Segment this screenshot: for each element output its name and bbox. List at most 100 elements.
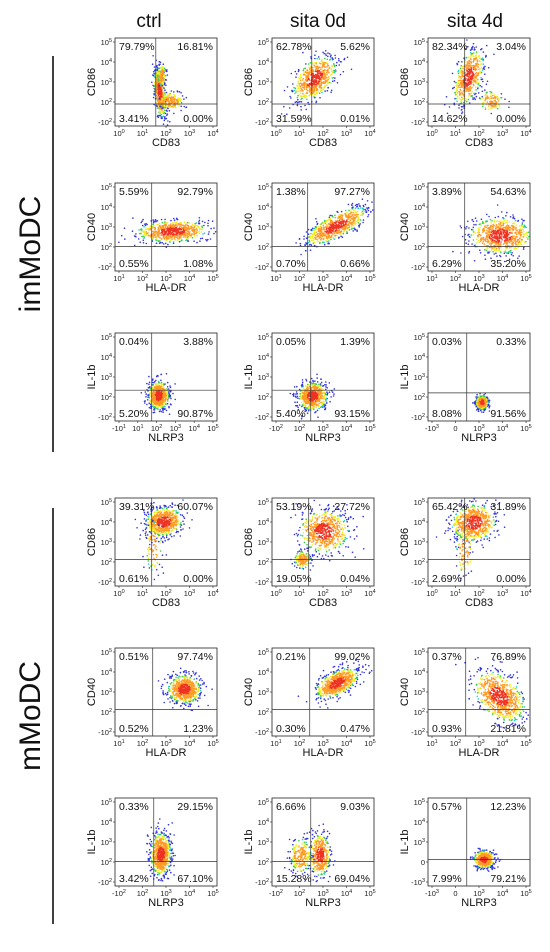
event-point — [496, 220, 498, 223]
event-point — [303, 96, 306, 98]
event-point — [325, 54, 328, 57]
event-point — [482, 228, 485, 230]
event-point — [157, 106, 159, 109]
event-point — [300, 253, 302, 256]
event-point — [315, 50, 317, 53]
event-point — [148, 402, 150, 405]
event-point — [305, 80, 308, 83]
event-point — [148, 375, 150, 378]
quadrant-value-upper-left: 3.89% — [432, 186, 462, 198]
event-point — [180, 239, 183, 242]
event-point — [475, 64, 478, 67]
x-tick-label: 101 — [137, 129, 148, 138]
event-point — [140, 221, 142, 224]
event-point — [519, 241, 522, 243]
y-tick-label: 103 — [414, 78, 425, 87]
event-point — [480, 237, 483, 240]
event-point — [186, 228, 189, 230]
event-point — [345, 216, 347, 218]
event-point — [320, 59, 323, 62]
event-point — [473, 223, 475, 226]
event-point — [174, 398, 176, 401]
event-point — [177, 229, 179, 232]
event-point — [353, 222, 355, 224]
event-point — [458, 107, 460, 109]
event-point — [318, 232, 320, 235]
event-point — [484, 99, 486, 102]
event-point — [313, 238, 316, 241]
x-tick-label: 101 — [294, 129, 305, 138]
event-point — [167, 243, 169, 246]
event-point — [472, 97, 474, 99]
event-point — [300, 101, 303, 103]
event-point — [339, 231, 341, 234]
event-point — [495, 227, 497, 230]
event-point — [478, 59, 481, 62]
event-point — [473, 67, 475, 70]
event-point — [496, 95, 499, 98]
event-point — [470, 71, 472, 73]
event-point — [468, 227, 470, 229]
event-point — [323, 241, 325, 244]
event-point — [171, 229, 174, 232]
x-tick-label: 102 — [160, 129, 171, 138]
event-point — [300, 87, 302, 90]
event-point — [477, 239, 480, 242]
event-point — [371, 201, 373, 203]
event-point — [320, 227, 323, 229]
event-point — [485, 83, 488, 85]
event-point — [496, 255, 498, 257]
event-point — [149, 386, 151, 388]
x-tick-label: 105 — [364, 274, 375, 283]
event-point — [164, 70, 166, 72]
event-point — [304, 81, 306, 84]
event-point — [167, 228, 169, 231]
event-point — [194, 228, 197, 231]
event-point — [169, 121, 171, 123]
event-point — [158, 73, 161, 75]
event-point — [347, 203, 350, 206]
event-point — [477, 83, 480, 85]
event-point — [162, 101, 164, 103]
event-point — [475, 220, 478, 222]
event-point — [317, 81, 320, 84]
event-point — [512, 237, 514, 240]
event-point — [142, 239, 145, 242]
event-point — [355, 215, 358, 218]
event-point — [310, 243, 312, 246]
event-point — [168, 101, 171, 104]
event-point — [352, 209, 355, 211]
event-point — [161, 97, 164, 100]
event-point — [190, 225, 192, 228]
event-point — [166, 402, 169, 405]
y-tick-label: 103 — [258, 223, 269, 232]
event-point — [166, 69, 168, 71]
event-point — [328, 67, 331, 70]
event-point — [148, 383, 150, 386]
event-point — [346, 220, 348, 223]
event-point — [506, 221, 509, 224]
event-point — [492, 97, 495, 99]
event-point — [306, 74, 309, 77]
x-tick-label: 103 — [184, 129, 195, 138]
event-point — [308, 239, 311, 242]
event-point — [164, 401, 167, 403]
event-point — [511, 232, 513, 235]
event-point — [462, 93, 465, 96]
event-point — [170, 90, 173, 92]
event-point — [147, 387, 150, 389]
event-point — [357, 207, 360, 209]
event-point — [140, 392, 143, 394]
event-point — [160, 70, 163, 72]
event-point — [515, 224, 517, 226]
event-point — [483, 66, 485, 68]
event-point — [156, 115, 159, 118]
event-point — [156, 102, 158, 104]
event-point — [460, 71, 462, 73]
event-point — [166, 221, 169, 224]
event-point — [461, 93, 464, 95]
event-point — [467, 76, 470, 78]
event-point — [351, 214, 354, 217]
event-point — [199, 227, 201, 230]
event-point — [166, 124, 169, 126]
